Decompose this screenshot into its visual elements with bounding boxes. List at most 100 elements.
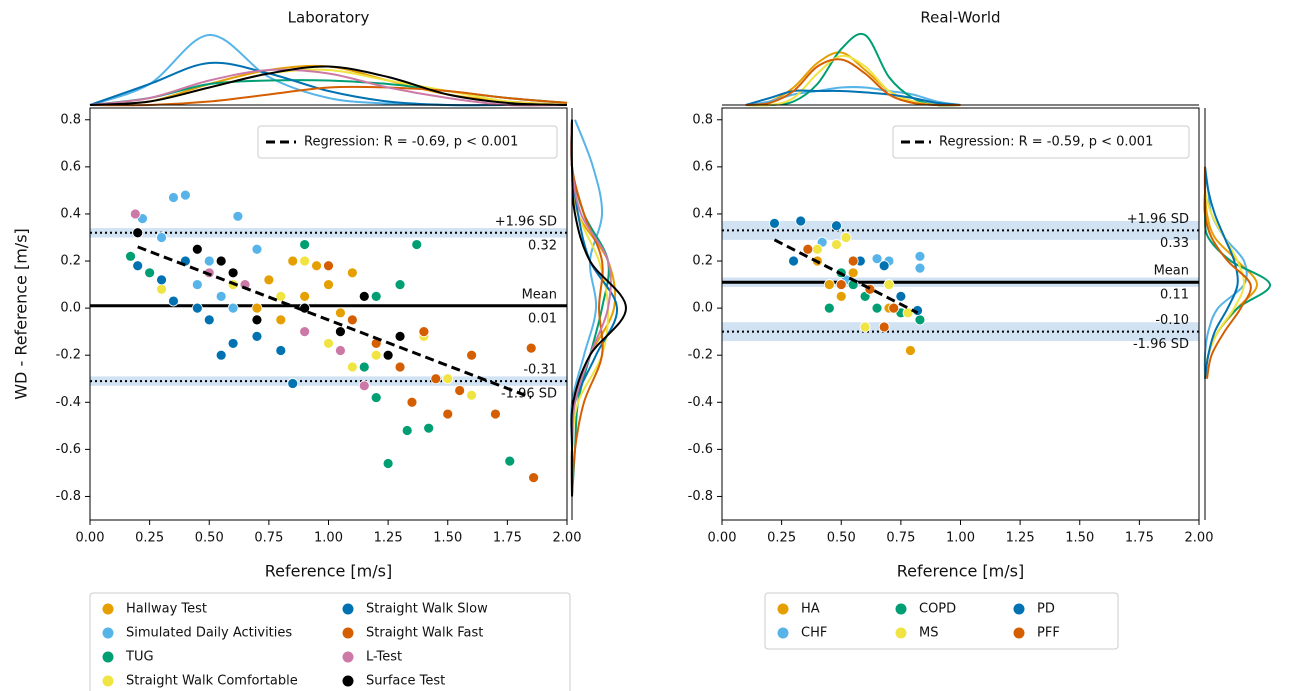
data-point (466, 349, 478, 361)
data-point (888, 302, 900, 314)
regression-legend-label: Regression: R = -0.59, p < 0.001 (939, 135, 1153, 150)
legend-marker (102, 603, 114, 615)
data-point (394, 361, 406, 373)
data-point (382, 349, 394, 361)
data-point (902, 307, 914, 319)
x-tick-label: 0.75 (886, 531, 915, 546)
data-point (215, 290, 227, 302)
data-point (299, 326, 311, 338)
x-tick-label: 1.00 (946, 531, 975, 546)
data-point (442, 408, 454, 420)
data-point (859, 321, 871, 333)
x-tick-label: 1.25 (1006, 531, 1035, 546)
data-point (203, 314, 215, 326)
limit-name: Mean (1154, 264, 1189, 279)
regression-line (773, 238, 919, 315)
data-point (430, 373, 442, 385)
data-point (454, 385, 466, 396)
data-point (311, 260, 322, 272)
data-point (358, 361, 370, 373)
limit-name: +1.96 SD (495, 214, 557, 229)
x-axis-label: Reference [m/s] (265, 562, 392, 581)
kde-right (1203, 166, 1259, 379)
y-tick-label: 0.8 (692, 112, 713, 127)
y-tick-label: 0.8 (60, 112, 81, 127)
kde-top (89, 65, 568, 106)
regression-legend-box (257, 125, 558, 159)
limit-value: 0.32 (528, 238, 557, 253)
limit-name: -1.96 SD (501, 387, 557, 402)
regression-legend-box (892, 125, 1190, 159)
data-point (335, 345, 346, 356)
data-point (895, 290, 907, 302)
y-tick-label: 0.2 (60, 254, 81, 269)
data-point (823, 279, 835, 290)
x-tick-label: 0.50 (195, 531, 224, 546)
x-tick-label: 2.00 (553, 531, 582, 546)
x-tick-label: 0.25 (135, 531, 164, 546)
y-tick-label: -0.4 (56, 395, 81, 410)
data-point (346, 267, 358, 279)
data-point (411, 239, 423, 250)
kde-right (1203, 166, 1248, 379)
data-point (358, 380, 370, 392)
data-point (528, 472, 540, 484)
data-point (156, 232, 167, 243)
legend-label: Surface Test (366, 674, 445, 689)
data-point (299, 290, 311, 302)
kde-right (570, 119, 604, 497)
chart-title: Laboratory (288, 9, 370, 27)
kde-right (570, 119, 619, 497)
x-tick-label: 0.00 (76, 531, 105, 546)
data-point (840, 232, 852, 243)
data-point (847, 267, 859, 279)
legend-marker (895, 627, 907, 639)
data-point (191, 302, 203, 314)
y-tick-label: -0.2 (688, 348, 713, 363)
limit-name: +1.96 SD (1127, 212, 1189, 227)
x-tick-label: 0.75 (254, 531, 283, 546)
data-point (490, 408, 501, 420)
legend-marker (342, 651, 354, 663)
data-point (812, 243, 823, 255)
data-point (401, 425, 413, 436)
limit-value: 0.01 (528, 311, 557, 326)
y-tick-label: 0.0 (60, 301, 81, 316)
data-point (299, 255, 311, 267)
y-tick-label: -0.8 (688, 489, 713, 504)
data-point (823, 302, 835, 314)
legend-marker (777, 627, 789, 639)
data-point (878, 260, 890, 272)
x-tick-label: 1.75 (1125, 531, 1154, 546)
regression-line (137, 245, 532, 399)
x-tick-label: 0.50 (827, 531, 856, 546)
data-point (346, 361, 358, 373)
data-point (227, 267, 239, 279)
data-point (418, 326, 430, 338)
data-point (394, 279, 406, 290)
axes-frame (721, 107, 1200, 521)
legend-label: CHF (801, 626, 827, 641)
data-point (129, 208, 141, 220)
data-point (227, 302, 239, 314)
x-tick-label: 1.50 (1065, 531, 1094, 546)
data-point (168, 192, 179, 203)
data-point (525, 342, 537, 354)
data-point (191, 279, 203, 290)
y-tick-label: 0.4 (60, 206, 81, 221)
data-point (871, 253, 883, 265)
legend-marker (777, 603, 789, 615)
legend-label: L-Test (366, 650, 402, 665)
data-point (323, 279, 334, 290)
data-point (795, 215, 807, 227)
limit-name: -1.96 SD (1133, 337, 1189, 352)
data-point (275, 314, 287, 326)
data-point (203, 255, 215, 267)
x-tick-label: 0.25 (767, 531, 796, 546)
x-tick-label: 1.00 (314, 531, 343, 546)
data-point (442, 373, 454, 385)
data-point (835, 290, 847, 302)
data-point (358, 290, 370, 302)
legend-marker (342, 675, 354, 687)
limit-ci-band (90, 228, 567, 238)
